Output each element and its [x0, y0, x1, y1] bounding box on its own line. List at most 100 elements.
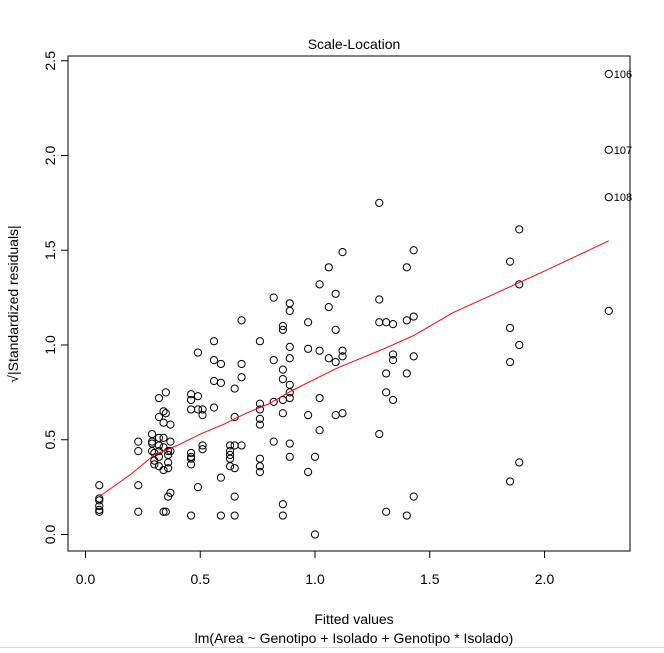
- data-point: [285, 439, 294, 448]
- data-point: [186, 511, 196, 520]
- data-points: [95, 69, 613, 539]
- data-point: [285, 452, 294, 461]
- data-point: [388, 395, 398, 405]
- data-point: [255, 467, 265, 477]
- data-point: [331, 289, 340, 298]
- data-point: [304, 344, 313, 353]
- data-point: [338, 248, 347, 257]
- data-point: [278, 321, 287, 331]
- y-tick-label: 1.0: [42, 335, 58, 355]
- data-point: [382, 388, 391, 397]
- data-point: [409, 246, 418, 255]
- data-point: [338, 352, 347, 361]
- data-point: [278, 511, 287, 520]
- data-point: [209, 356, 219, 365]
- data-point: [388, 320, 398, 329]
- data-point: [147, 429, 157, 439]
- data-point: [285, 299, 294, 308]
- data-point: [604, 193, 613, 202]
- data-point: [95, 501, 104, 511]
- data-point: [150, 448, 159, 458]
- data-point: [166, 437, 175, 446]
- data-point: [402, 263, 411, 272]
- data-point: [375, 198, 384, 207]
- data-point: [324, 263, 333, 272]
- data-point: [255, 414, 265, 424]
- data-point: [225, 441, 235, 450]
- data-point: [159, 433, 168, 442]
- data-point: [278, 375, 287, 384]
- data-point: [505, 257, 515, 266]
- y-axis-label: √|Standardized residuals|: [5, 225, 21, 382]
- smooth-line: [99, 240, 610, 498]
- data-point: [375, 429, 384, 439]
- point-label: 106: [614, 69, 632, 81]
- data-point: [269, 437, 278, 446]
- data-point: [230, 412, 239, 422]
- data-point: [304, 467, 313, 477]
- data-point: [269, 397, 278, 406]
- data-point: [198, 441, 207, 450]
- y-axis: 0.0 0.5 1.0 1.5 2.0 2.5: [42, 51, 69, 545]
- data-point: [304, 318, 313, 327]
- data-point: [134, 507, 143, 516]
- data-point: [505, 323, 515, 333]
- data-point: [304, 411, 313, 420]
- data-point: [154, 412, 164, 422]
- data-point: [604, 145, 613, 154]
- plot-area-border: [67, 55, 631, 552]
- data-point: [225, 450, 235, 460]
- data-point: [604, 306, 613, 315]
- data-point: [315, 393, 324, 403]
- data-point: [285, 393, 294, 403]
- x-axis-label: Fitted values: [314, 611, 393, 627]
- data-point: [285, 342, 294, 351]
- data-point: [515, 340, 524, 350]
- data-point: [237, 373, 246, 382]
- x-tick-label: 1.5: [420, 571, 440, 587]
- x-tick-label: 0.5: [191, 571, 211, 587]
- data-point: [230, 384, 239, 393]
- y-tick-label: 0.5: [42, 430, 58, 450]
- data-point: [388, 356, 398, 365]
- data-point: [324, 354, 333, 363]
- data-point: [505, 357, 515, 367]
- data-point: [150, 460, 159, 469]
- data-point: [315, 280, 324, 289]
- data-point: [230, 464, 239, 473]
- data-point: [515, 458, 524, 467]
- data-point: [193, 348, 203, 357]
- data-point: [166, 420, 175, 429]
- data-point: [338, 409, 347, 418]
- y-tick-label: 2.5: [42, 51, 58, 71]
- point-label: 108: [614, 192, 632, 204]
- data-point: [186, 454, 196, 463]
- data-point: [164, 458, 173, 467]
- data-point: [237, 359, 246, 369]
- data-point: [255, 337, 265, 346]
- data-point: [269, 293, 278, 302]
- data-point: [166, 447, 175, 456]
- data-point: [154, 462, 164, 471]
- data-point: [209, 376, 219, 386]
- data-point: [166, 488, 175, 497]
- data-point: [382, 318, 391, 327]
- data-point: [255, 420, 265, 429]
- data-point: [161, 507, 170, 516]
- chart-title: Scale-Location: [308, 36, 401, 52]
- data-point: [278, 325, 287, 334]
- data-point: [216, 378, 226, 387]
- data-point: [198, 445, 207, 454]
- subtitle-model-formula: lm(Area ~ Genotipo + Isolado + Genotipo …: [195, 630, 514, 646]
- data-point: [285, 388, 294, 397]
- data-point: [338, 346, 347, 355]
- data-point: [324, 303, 333, 312]
- data-point: [315, 346, 324, 355]
- data-point: [402, 511, 411, 520]
- data-point: [209, 403, 219, 412]
- y-tick-label: 0.0: [42, 525, 58, 545]
- y-tick-label: 2.0: [42, 146, 58, 166]
- data-point: [310, 530, 320, 539]
- data-point: [285, 380, 294, 389]
- data-point: [159, 465, 168, 475]
